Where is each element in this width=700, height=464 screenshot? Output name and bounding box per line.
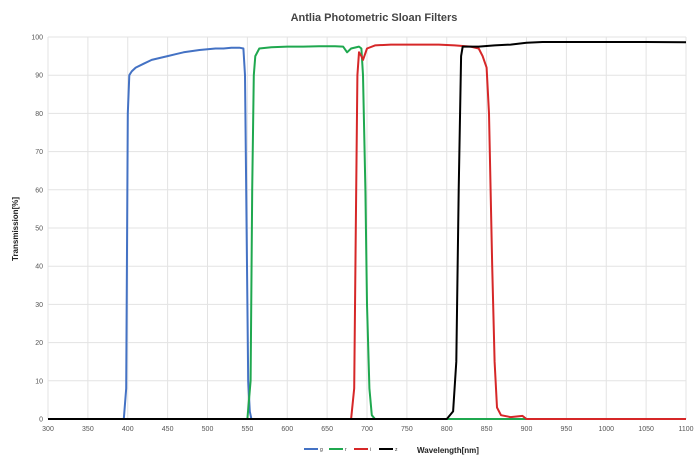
x-tick-label: 750 bbox=[401, 426, 413, 433]
y-tick-label: 70 bbox=[35, 149, 43, 156]
legend-label-g: g bbox=[320, 447, 323, 453]
x-tick-label: 850 bbox=[481, 426, 493, 433]
y-tick-label: 30 bbox=[35, 302, 43, 309]
x-tick-label: 450 bbox=[162, 426, 174, 433]
x-axis: 300 350 400 450 500 550 600 650 700 750 800 850 900 9… bbox=[42, 426, 693, 433]
x-tick-label: 1000 bbox=[598, 426, 614, 433]
y-tick-label: 0 bbox=[39, 417, 43, 424]
x-tick-label: 500 bbox=[202, 426, 214, 433]
y-tick-label: 50 bbox=[35, 226, 43, 233]
series-lines bbox=[48, 41, 687, 420]
x-tick-label: 550 bbox=[242, 426, 254, 433]
gridlines bbox=[47, 36, 687, 420]
x-tick-label: 300 bbox=[42, 426, 54, 433]
legend-label-i: i bbox=[370, 447, 371, 453]
y-tick-label: 20 bbox=[35, 340, 43, 347]
x-axis-label: Wavelength[nm] bbox=[417, 446, 479, 455]
x-tick-label: 900 bbox=[521, 426, 533, 433]
x-tick-label: 600 bbox=[281, 426, 293, 433]
x-tick-label: 950 bbox=[561, 426, 573, 433]
y-tick-label: 40 bbox=[35, 264, 43, 271]
y-tick-label: 80 bbox=[35, 111, 43, 118]
x-tick-label: 1050 bbox=[638, 426, 654, 433]
series-line-z bbox=[48, 41, 687, 420]
y-tick-label: 60 bbox=[35, 187, 43, 194]
x-tick-label: 400 bbox=[122, 426, 134, 433]
y-axis-label: Transmission[%] bbox=[11, 197, 20, 261]
x-tick-label: 650 bbox=[321, 426, 333, 433]
x-tick-label: 800 bbox=[441, 426, 453, 433]
y-tick-label: 10 bbox=[35, 378, 43, 385]
y-tick-label: 90 bbox=[35, 73, 43, 80]
series-line-r bbox=[48, 45, 686, 420]
y-axis: 0 10 20 30 40 50 60 70 80 90 100 bbox=[31, 35, 43, 424]
y-tick-label: 100 bbox=[31, 35, 43, 42]
legend-label-z: z bbox=[395, 447, 398, 453]
x-tick-label: 1100 bbox=[678, 426, 693, 433]
series-line-g bbox=[48, 46, 686, 420]
x-tick-label: 700 bbox=[361, 426, 373, 433]
chart-title: Antlia Photometric Sloan Filters bbox=[291, 12, 458, 24]
legend-label-r: r bbox=[345, 447, 347, 453]
x-tick-label: 350 bbox=[82, 426, 94, 433]
